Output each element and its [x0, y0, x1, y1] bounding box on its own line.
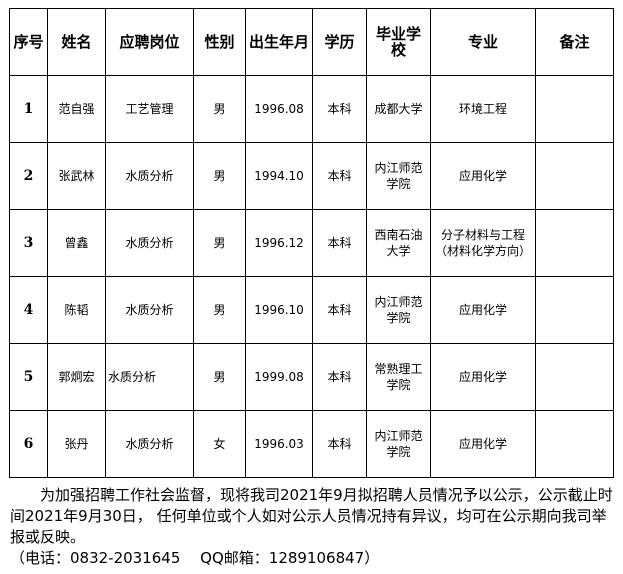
cell-name: 郭炯宏: [47, 343, 106, 411]
cell-major: 应用化学: [430, 410, 536, 478]
cell-position: 水质分析: [105, 410, 194, 478]
header-row: 序号 姓名 应聘岗位 性别 出生年月 学历 毕业学校 专业 备注: [9, 8, 614, 76]
header-gender: 性别: [193, 8, 246, 76]
cell-birth: 1996.10: [245, 276, 313, 344]
header-birth: 出生年月: [245, 8, 313, 76]
table-row: 3 曾鑫 水质分析男 1996.12 本科 西南石油大学 分子材料与工程（材料化学方向）: [9, 209, 614, 277]
cell-seq: 1: [9, 75, 48, 143]
cell-gender: 男: [193, 343, 246, 411]
cell-birth: 1999.08: [245, 343, 313, 411]
cell-school: 常熟理工学院: [366, 343, 431, 411]
header-name: 姓名: [47, 8, 106, 76]
cell-school: 内江师范学院: [366, 142, 431, 210]
cell-major: 环境工程: [430, 75, 536, 143]
header-major: 专业: [430, 8, 536, 76]
header-seq: 序号: [9, 8, 48, 76]
cell-gender: 男: [193, 75, 246, 143]
cell-major: 应用化学: [430, 343, 536, 411]
table-row: 6 张丹 水质分析女 1996.03 本科 内江师范学院 应用化学: [9, 410, 614, 478]
cell-remark: [535, 410, 614, 478]
cell-school: 西南石油大学: [366, 209, 431, 277]
header-remark: 备注: [535, 8, 614, 76]
header-education: 学历: [312, 8, 367, 76]
header-position: 应聘岗位: [105, 8, 194, 76]
notice-paragraph: 为加强招聘工作社会监督，现将我司2021年9月拟招聘人员情况予以公示，公示截止时…: [10, 486, 613, 546]
cell-birth: 1996.03: [245, 410, 313, 478]
header-school: 毕业学校: [366, 8, 431, 76]
cell-position: 工艺管理: [105, 75, 194, 143]
cell-remark: [535, 75, 614, 143]
cell-education: 本科: [312, 75, 367, 143]
cell-birth: 1994.10: [245, 142, 313, 210]
cell-remark: [535, 142, 614, 210]
cell-position: 水质分析: [105, 209, 194, 277]
table-row: 1 范自强 工艺管理男 1996.08 本科 成都大学 环境工程: [9, 75, 614, 143]
cell-education: 本科: [312, 343, 367, 411]
table-row: 5 郭炯宏 水质分析男 1999.08 本科 常熟理工学院 应用化学: [9, 343, 614, 411]
cell-name: 范自强: [47, 75, 106, 143]
cell-education: 本科: [312, 276, 367, 344]
cell-seq: 4: [9, 276, 48, 344]
recruitment-table: 序号 姓名 应聘岗位 性别 出生年月 学历 毕业学校 专业 备注 1 范自强 工艺管理男 1996.0…: [9, 8, 614, 478]
cell-remark: [535, 276, 614, 344]
cell-name: 张武林: [47, 142, 106, 210]
cell-remark: [535, 343, 614, 411]
cell-major: 分子材料与工程（材料化学方向）: [430, 209, 536, 277]
cell-birth: 1996.12: [245, 209, 313, 277]
cell-gender: 男: [193, 276, 246, 344]
contact-info: （电话：0832-2031645 QQ邮箱：1289106847）: [10, 549, 380, 567]
cell-education: 本科: [312, 142, 367, 210]
cell-seq: 2: [9, 142, 48, 210]
cell-gender: 男: [193, 209, 246, 277]
cell-school: 内江师范学院: [366, 276, 431, 344]
cell-position: 水质分析: [105, 343, 194, 411]
cell-seq: 3: [9, 209, 48, 277]
cell-birth: 1996.08: [245, 75, 313, 143]
cell-name: 曾鑫: [47, 209, 106, 277]
cell-position: 水质分析: [105, 142, 194, 210]
table-row: 2 张武林 水质分析男 1994.10 本科 内江师范学院 应用化学: [9, 142, 614, 210]
cell-school: 成都大学: [366, 75, 431, 143]
cell-position: 水质分析: [105, 276, 194, 344]
cell-remark: [535, 209, 614, 277]
cell-seq: 6: [9, 410, 48, 478]
table-row: 4 陈韬 水质分析男 1996.10 本科 内江师范学院 应用化学: [9, 276, 614, 344]
cell-school: 内江师范学院: [366, 410, 431, 478]
cell-name: 张丹: [47, 410, 106, 478]
cell-education: 本科: [312, 410, 367, 478]
notice: 为加强招聘工作社会监督，现将我司2021年9月拟招聘人员情况予以公示，公示截止时…: [10, 485, 615, 569]
cell-gender: 男: [193, 142, 246, 210]
cell-seq: 5: [9, 343, 48, 411]
cell-gender: 女: [193, 410, 246, 478]
cell-major: 应用化学: [430, 276, 536, 344]
cell-major: 应用化学: [430, 142, 536, 210]
cell-name: 陈韬: [47, 276, 106, 344]
cell-education: 本科: [312, 209, 367, 277]
